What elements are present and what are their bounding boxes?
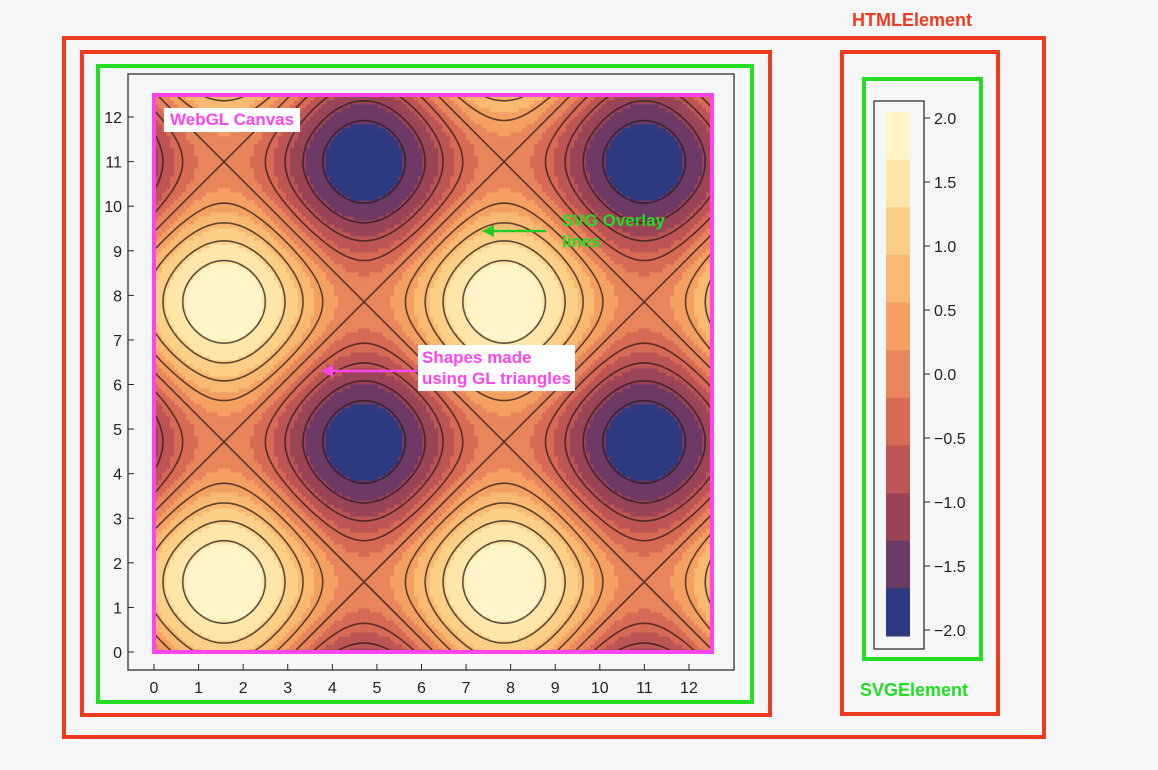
svg-overlay-label: SVG Overlay lines bbox=[562, 211, 666, 251]
x-tick-label: 0 bbox=[150, 680, 159, 697]
webgl-canvas-label: WebGL Canvas bbox=[164, 108, 301, 132]
colorbar-swatch bbox=[886, 493, 910, 542]
y-tick-label: 8 bbox=[113, 288, 122, 305]
colorbar-swatch bbox=[886, 350, 910, 399]
plot-frame bbox=[127, 73, 735, 671]
x-tick-label: 3 bbox=[283, 680, 292, 697]
y-tick-label: 10 bbox=[104, 199, 122, 216]
chart-svg-box bbox=[96, 64, 754, 704]
webgl-canvas-box bbox=[152, 93, 714, 654]
html-element-outer-box bbox=[62, 36, 1046, 739]
colorbar-swatch bbox=[886, 540, 910, 589]
colorbar-tick-label: 0.0 bbox=[934, 367, 956, 384]
svg-element-label: SVGElement bbox=[860, 680, 969, 700]
colorbar-swatch bbox=[886, 445, 910, 494]
y-tick-label: 5 bbox=[113, 422, 122, 439]
x-tick-label: 7 bbox=[462, 680, 471, 697]
colorbar-tick-label: −0.5 bbox=[934, 431, 966, 448]
colorbar-tick-label: 1.0 bbox=[934, 239, 956, 256]
colorbar-tick-label: 2.0 bbox=[934, 111, 956, 128]
contour-line bbox=[181, 259, 547, 625]
y-tick-label: 9 bbox=[113, 244, 122, 261]
x-tick-label: 2 bbox=[239, 680, 248, 697]
y-tick-label: 7 bbox=[113, 333, 122, 350]
y-tick-label: 11 bbox=[105, 155, 122, 172]
contour-line bbox=[162, 240, 566, 644]
y-tick-label: 6 bbox=[113, 378, 122, 395]
colorbar-swatch bbox=[886, 112, 910, 161]
colorbar-svg-box bbox=[862, 77, 983, 661]
html-element-label: HTMLElement bbox=[852, 10, 973, 30]
gl-triangles-arrow bbox=[321, 365, 418, 377]
x-tick-label: 9 bbox=[551, 680, 560, 697]
colorbar-swatch bbox=[886, 159, 910, 208]
colorbar-tick-label: −1.5 bbox=[934, 559, 966, 576]
contour-line bbox=[322, 119, 687, 484]
x-tick-label: 8 bbox=[506, 680, 515, 697]
colorbar-tick-label: −2.0 bbox=[934, 623, 966, 640]
colorbar-tick-label: 1.5 bbox=[934, 175, 956, 192]
contour-line bbox=[302, 100, 706, 504]
x-tick-label: 4 bbox=[328, 680, 337, 697]
y-tick-label: 4 bbox=[113, 467, 122, 484]
x-tick-label: 1 bbox=[194, 680, 203, 697]
colorbar-tick-label: 0.5 bbox=[934, 303, 956, 320]
y-tick-label: 2 bbox=[113, 556, 122, 573]
x-tick-label: 6 bbox=[417, 680, 426, 697]
colorbar-tick-label: −1.0 bbox=[934, 495, 966, 512]
colorbar-swatch bbox=[886, 397, 910, 446]
y-tick-label: 12 bbox=[104, 110, 122, 127]
x-tick-label: 10 bbox=[591, 680, 609, 697]
colorbar-swatch bbox=[886, 588, 910, 637]
filled-contour-cells bbox=[154, 94, 712, 652]
chart-container-box bbox=[80, 50, 772, 717]
y-tick-label: 3 bbox=[113, 511, 122, 528]
colorbar-frame bbox=[873, 100, 925, 650]
x-tick-label: 11 bbox=[636, 680, 653, 697]
x-tick-label: 12 bbox=[680, 680, 698, 697]
colorbar-container-box bbox=[840, 50, 1000, 716]
colorbar-swatch bbox=[886, 207, 910, 256]
y-tick-label: 0 bbox=[113, 645, 122, 662]
svg-overlay-arrow bbox=[482, 225, 546, 237]
gl-triangles-label: Shapes made using GL triangles bbox=[418, 345, 575, 391]
colorbar-swatch bbox=[886, 302, 910, 351]
colorbar-swatch bbox=[886, 254, 910, 304]
x-tick-label: 5 bbox=[372, 680, 381, 697]
y-tick-label: 1 bbox=[113, 600, 122, 617]
